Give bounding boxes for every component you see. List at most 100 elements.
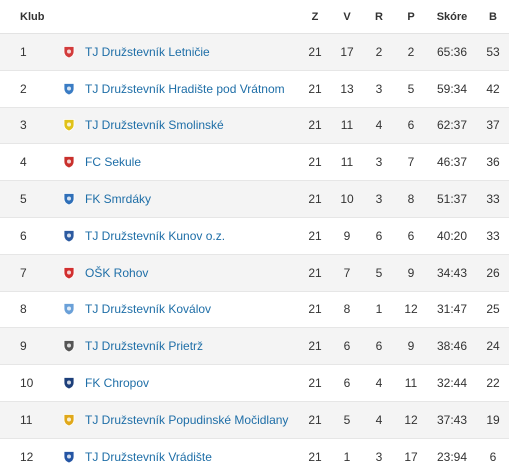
header-wins[interactable]: V [343, 10, 351, 23]
losses-value: 6 [407, 118, 415, 133]
wins-value: 9 [343, 228, 351, 243]
score-value: 46:37 [436, 155, 468, 170]
row-rank: 7 [20, 265, 27, 280]
draws-value: 6 [375, 228, 383, 243]
losses-value: 12 [404, 302, 418, 317]
club-crest-icon [63, 82, 75, 96]
row-rank: 5 [20, 192, 27, 207]
points-value: 33 [486, 192, 500, 207]
club-name-link[interactable]: FK Smrdáky [85, 192, 152, 207]
wins-value: 6 [343, 376, 351, 391]
header-points[interactable]: B [489, 10, 497, 23]
row-rank: 9 [20, 339, 27, 354]
table-row[interactable]: 6 TJ Družstevník Kunov o.z. 21 9 6 6 40:20 33 [0, 217, 509, 255]
losses-value: 12 [404, 412, 418, 427]
draws-value: 5 [375, 265, 383, 280]
table-row[interactable]: 4 FC Sekule 21 11 3 7 46:37 36 [0, 144, 509, 182]
club-name-link[interactable]: TJ Družstevník Koválov [85, 302, 212, 317]
wins-value: 6 [343, 339, 351, 354]
wins-value: 11 [340, 155, 354, 170]
club-name-link[interactable]: FC Sekule [85, 155, 142, 170]
points-value: 36 [486, 155, 500, 170]
wins-value: 5 [343, 412, 351, 427]
table-header: Klub Z V R P Skóre B [0, 0, 509, 34]
club-name-link[interactable]: TJ Družstevník Hradište pod Vrátnom [85, 81, 285, 96]
points-value: 6 [489, 449, 497, 464]
draws-value: 3 [375, 449, 383, 464]
club-logo [54, 118, 84, 132]
played-value: 21 [308, 376, 322, 391]
club-logo [54, 302, 84, 316]
table-row[interactable]: 3 TJ Družstevník Smolinské 21 11 4 6 62:37 37 [0, 107, 509, 145]
score-value: 62:37 [436, 118, 468, 133]
score-value: 23:94 [436, 449, 468, 464]
row-rank: 1 [20, 44, 27, 59]
club-logo [54, 82, 84, 96]
club-name-link[interactable]: FK Chropov [85, 376, 150, 391]
losses-value: 8 [407, 192, 415, 207]
club-crest-icon [63, 266, 75, 280]
club-crest-icon [63, 156, 75, 169]
header-losses[interactable]: P [407, 10, 415, 23]
table-row[interactable]: 11 TJ Družstevník Popudinské Močidlany 21 5… [0, 401, 509, 439]
table-row[interactable]: 10 FK Chropov 21 6 4 11 32:44 22 [0, 365, 509, 402]
points-value: 42 [486, 81, 500, 96]
header-club[interactable]: Klub [20, 10, 45, 23]
row-rank: 4 [20, 155, 27, 170]
points-value: 22 [486, 376, 500, 391]
draws-value: 6 [375, 339, 383, 354]
club-logo [54, 45, 84, 59]
table-row[interactable]: 9 TJ Družstevník Prietrž 21 6 6 9 38:46 24 [0, 328, 509, 366]
club-crest-icon [63, 377, 75, 390]
header-draws[interactable]: R [375, 10, 383, 23]
club-name-link[interactable]: TJ Družstevník Vrádište [85, 449, 212, 464]
score-value: 38:46 [436, 339, 468, 354]
losses-value: 2 [407, 44, 415, 59]
club-logo [54, 450, 84, 464]
losses-value: 11 [404, 376, 418, 391]
club-crest-icon [63, 303, 75, 316]
header-played[interactable]: Z [311, 10, 319, 23]
row-rank: 11 [20, 412, 33, 427]
points-value: 53 [486, 44, 500, 59]
club-logo [54, 339, 84, 353]
points-value: 19 [486, 412, 500, 427]
table-row[interactable]: 1 TJ Družstevník Letničie 21 17 2 2 65:36 53 [0, 34, 509, 71]
club-name-link[interactable]: TJ Družstevník Popudinské Močidlany [85, 412, 289, 427]
club-name-link[interactable]: TJ Družstevník Letničie [85, 44, 210, 59]
score-value: 65:36 [436, 44, 468, 59]
wins-value: 8 [343, 302, 351, 317]
club-crest-icon [63, 340, 75, 353]
score-value: 59:34 [436, 81, 468, 96]
club-logo [54, 266, 84, 280]
score-value: 34:43 [436, 265, 468, 280]
draws-value: 2 [375, 44, 383, 59]
losses-value: 9 [407, 265, 415, 280]
club-name-link[interactable]: TJ Družstevník Smolinské [85, 118, 224, 133]
points-value: 33 [486, 228, 500, 243]
table-row[interactable]: 7 OŠK Rohov 21 7 5 9 34:43 26 [0, 254, 509, 292]
club-crest-icon [63, 45, 75, 59]
club-name-link[interactable]: OŠK Rohov [85, 265, 149, 280]
played-value: 21 [308, 192, 322, 207]
table-row[interactable]: 8 TJ Družstevník Koválov 21 8 1 12 31:47 25 [0, 291, 509, 329]
table-row[interactable]: 12 TJ Družstevník Vrádište 21 1 3 17 23:94 6 [0, 438, 509, 472]
losses-value: 5 [407, 81, 415, 96]
points-value: 37 [486, 118, 500, 133]
club-name-link[interactable]: TJ Družstevník Prietrž [85, 339, 204, 354]
row-rank: 8 [20, 302, 27, 317]
club-crest-icon [63, 193, 75, 206]
score-value: 40:20 [436, 228, 468, 243]
table-row[interactable]: 2 TJ Družstevník Hradište pod Vrátnom 21 13… [0, 70, 509, 108]
wins-value: 10 [340, 192, 354, 207]
played-value: 21 [308, 339, 322, 354]
row-rank: 6 [20, 228, 27, 243]
score-value: 37:43 [436, 412, 468, 427]
club-logo [54, 155, 84, 169]
table-row[interactable]: 5 FK Smrdáky 21 10 3 8 51:37 33 [0, 181, 509, 218]
played-value: 21 [308, 118, 322, 133]
club-name-link[interactable]: TJ Družstevník Kunov o.z. [85, 228, 226, 243]
header-score[interactable]: Skóre [436, 10, 468, 23]
played-value: 21 [308, 155, 322, 170]
